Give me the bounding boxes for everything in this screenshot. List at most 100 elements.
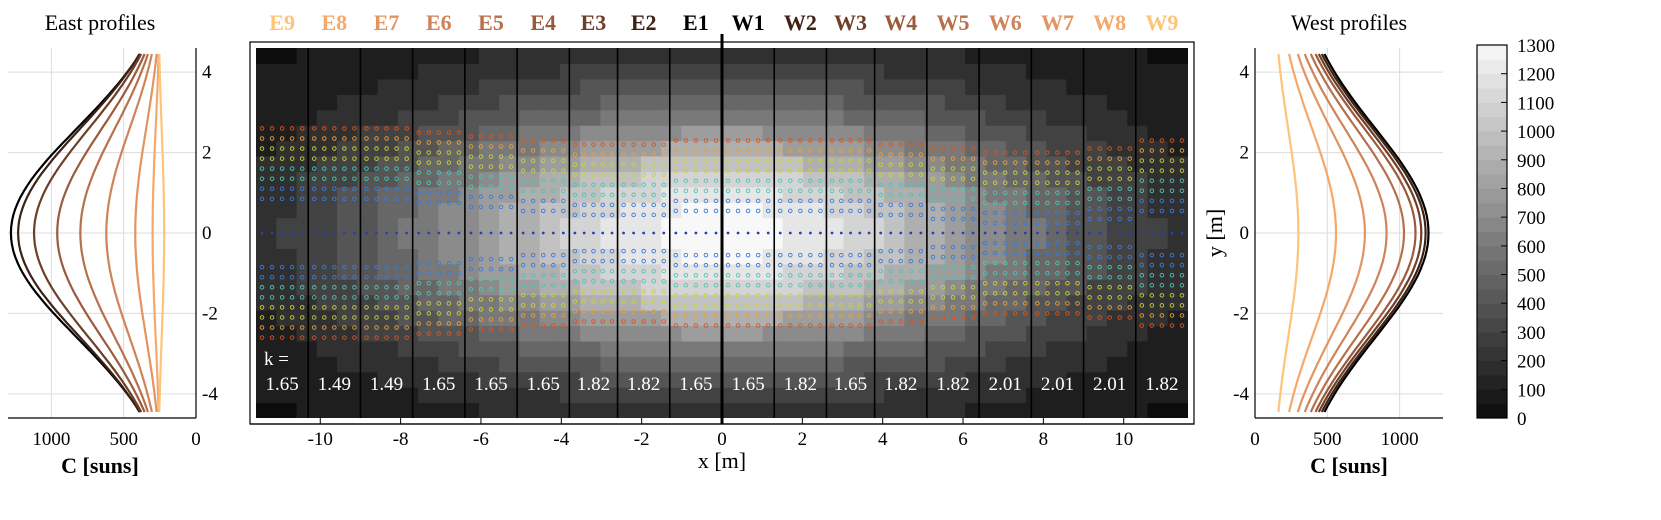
heat-cell [357, 109, 379, 126]
measurement-point [322, 285, 327, 290]
axis-point [1128, 231, 1132, 235]
measurement-point [394, 325, 399, 330]
heat-cell [377, 356, 399, 373]
heat-cell [418, 78, 439, 95]
measurement-point [673, 252, 679, 258]
heat-cell [580, 48, 602, 65]
heat-cell [782, 294, 804, 311]
measurement-point [631, 212, 636, 218]
measurement-point [322, 315, 327, 320]
heat-cell [559, 310, 581, 327]
measurement-point [898, 309, 904, 314]
heat-cell [843, 125, 865, 142]
heat-cell [843, 340, 865, 357]
heat-cell [1086, 63, 1108, 80]
heat-cell [337, 155, 358, 172]
measurement-point [426, 160, 431, 165]
heat-cell [904, 48, 926, 65]
measurement-point [982, 281, 988, 286]
measurement-point [609, 258, 615, 264]
measurement-point [1087, 146, 1092, 151]
heat-cell [681, 340, 703, 357]
measurement-point [416, 270, 421, 276]
measurement-point [488, 184, 494, 189]
measurement-point [829, 262, 835, 268]
heat-cell [1147, 217, 1169, 234]
heat-cell [884, 402, 905, 418]
measurement-point [765, 293, 771, 298]
heat-cell [539, 94, 561, 111]
heat-cell [1106, 186, 1128, 203]
heat-cell [256, 140, 277, 157]
heat-cell [843, 371, 865, 388]
heat-cell [1005, 402, 1027, 418]
k-value: 1.82 [627, 374, 660, 395]
measurement-point [561, 313, 566, 318]
measurement-point [404, 136, 409, 141]
heat-cell [640, 263, 662, 280]
measurement-point [279, 176, 285, 181]
heat-cell [1066, 371, 1088, 388]
measurement-point [364, 285, 369, 290]
heat-cell [600, 325, 622, 342]
measurement-point [725, 283, 731, 288]
measurement-point [631, 319, 636, 324]
heat-cell [296, 248, 318, 265]
measurement-point [508, 154, 514, 159]
measurement-point [866, 188, 872, 194]
heat-cell [722, 125, 743, 142]
measurement-point [1087, 295, 1092, 300]
heat-cell [296, 294, 318, 311]
heat-cell [701, 387, 723, 404]
measurement-point [1159, 283, 1165, 288]
measurement-point [1097, 305, 1102, 310]
measurement-point [798, 148, 803, 153]
measurement-point [940, 186, 946, 192]
measurement-point [950, 315, 956, 320]
heat-cell [1127, 387, 1149, 404]
heat-cell [782, 171, 804, 188]
measurement-point [1075, 270, 1080, 276]
heat-cell [681, 48, 703, 65]
measurement-point [289, 146, 295, 151]
measurement-point [798, 138, 803, 143]
heat-cell [418, 279, 439, 296]
colorbar-tick-label: 200 [1517, 352, 1546, 373]
measurement-point [857, 313, 863, 318]
axis-point [592, 231, 595, 235]
measurement-point [551, 158, 556, 163]
measurement-point [839, 272, 844, 278]
measurement-point [641, 258, 646, 264]
heat-cell [276, 356, 298, 373]
heat-cell [316, 387, 338, 404]
measurement-point [631, 279, 636, 284]
heat-cell [418, 233, 439, 250]
heat-cell [944, 356, 966, 373]
colorbar-step [1477, 317, 1507, 333]
heat-cell [1167, 155, 1188, 172]
measurement-point [498, 297, 504, 302]
measurement-point [940, 274, 946, 280]
measurement-point [878, 202, 883, 208]
heat-cell [620, 233, 642, 250]
heat-cell [661, 279, 683, 296]
heat-cell [276, 78, 298, 95]
heat-cell [742, 155, 764, 172]
measurement-point [818, 272, 823, 278]
measurement-point [866, 303, 872, 308]
heat-cell [803, 63, 824, 80]
measurement-point [898, 268, 904, 274]
axis-point [1118, 231, 1122, 235]
heat-cell [722, 279, 743, 296]
measurement-point [960, 264, 966, 270]
measurement-point [374, 176, 379, 181]
measurement-point [918, 202, 924, 208]
heat-cell [458, 233, 480, 250]
heat-cell [1086, 171, 1108, 188]
measurement-point [693, 208, 699, 214]
measurement-point [788, 323, 793, 328]
measurement-point [808, 198, 813, 204]
heat-cell [620, 109, 642, 126]
measurement-point [866, 283, 872, 288]
heat-cell [276, 340, 298, 357]
